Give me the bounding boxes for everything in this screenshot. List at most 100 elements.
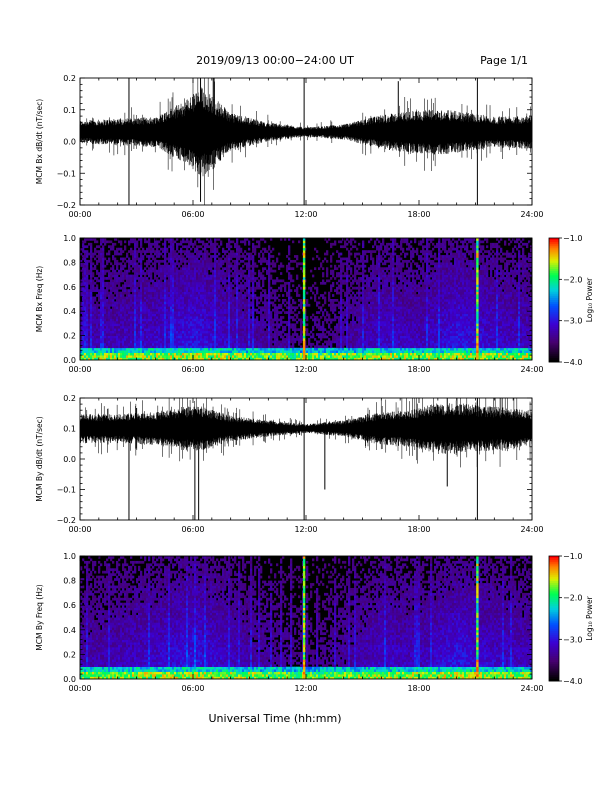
heatmap-cell (274, 316, 276, 319)
heatmap-cell (220, 272, 222, 275)
heatmap-cell (288, 331, 290, 334)
heatmap-cell (290, 275, 292, 278)
heatmap-cell (296, 328, 298, 331)
heatmap-cell (136, 304, 138, 307)
heatmap-cell (208, 253, 210, 256)
heatmap-cell (176, 279, 178, 282)
heatmap-cell (216, 321, 218, 324)
heatmap-cell (196, 294, 198, 297)
heatmap-cell (136, 350, 138, 353)
heatmap-cell (172, 326, 174, 329)
heatmap-cell (98, 328, 100, 331)
heatmap-cell (256, 287, 258, 290)
heatmap-cell (228, 331, 230, 334)
heatmap-cell (194, 321, 196, 324)
heatmap-cell (170, 245, 172, 248)
heatmap-cell (204, 277, 206, 280)
heatmap-cell (208, 355, 210, 358)
heatmap-cell (134, 331, 136, 334)
heatmap-cell (120, 309, 122, 312)
heatmap-cell (228, 338, 230, 341)
heatmap-cell (142, 287, 144, 290)
heatmap-cell (260, 338, 262, 341)
heatmap-cell (106, 319, 108, 322)
heatmap-cell (248, 255, 250, 258)
heatmap-cell (134, 323, 136, 326)
heatmap-cell (120, 350, 122, 353)
heatmap-cell (284, 343, 286, 346)
heatmap-cell (116, 292, 118, 295)
heatmap-cell (286, 255, 288, 258)
heatmap-cell (120, 353, 122, 356)
heatmap-cell (84, 267, 86, 270)
heatmap-cell (266, 345, 268, 348)
heatmap-cell (258, 297, 260, 300)
heatmap-cell (258, 340, 260, 343)
heatmap-cell (88, 321, 90, 324)
heatmap-cell (188, 304, 190, 307)
heatmap-cell (306, 323, 308, 326)
heatmap-cell (102, 250, 104, 253)
heatmap-cell (220, 348, 222, 351)
heatmap-cell (252, 319, 254, 322)
heatmap-cell (252, 343, 254, 346)
heatmap-cell (176, 260, 178, 263)
heatmap-cell (122, 328, 124, 331)
heatmap-cell (142, 350, 144, 353)
heatmap-cell (172, 304, 174, 307)
heatmap-cell (112, 311, 114, 314)
heatmap-cell (208, 350, 210, 353)
heatmap-cell (290, 323, 292, 326)
heatmap-cell (210, 292, 212, 295)
heatmap-cell (204, 255, 206, 258)
heatmap-cell (276, 343, 278, 346)
heatmap-cell (236, 326, 238, 329)
heatmap-cell (152, 355, 154, 358)
heatmap-cell (220, 260, 222, 263)
heatmap-cell (94, 343, 96, 346)
heatmap-cell (144, 272, 146, 275)
heatmap-cell (150, 289, 152, 292)
heatmap-cell (258, 240, 260, 243)
heatmap-cell (264, 297, 266, 300)
heatmap-cell (198, 306, 200, 309)
heatmap-cell (330, 301, 332, 304)
heatmap-cell (184, 326, 186, 329)
heatmap-cell (330, 333, 332, 336)
heatmap-cell (200, 287, 202, 290)
heatmap-cell (108, 340, 110, 343)
heatmap-cell (208, 304, 210, 307)
heatmap-cell (162, 292, 164, 295)
heatmap-cell (194, 348, 196, 351)
heatmap-cell (222, 306, 224, 309)
heatmap-cell (242, 301, 244, 304)
heatmap-cell (212, 336, 214, 339)
heatmap-cell (144, 336, 146, 339)
heatmap-cell (204, 355, 206, 358)
heatmap-cell (198, 353, 200, 356)
heatmap-cell (210, 326, 212, 329)
heatmap-cell (146, 299, 148, 302)
heatmap-cell (170, 316, 172, 319)
heatmap-cell (136, 306, 138, 309)
heatmap-cell (136, 262, 138, 265)
heatmap-cell (324, 292, 326, 295)
heatmap-cell (210, 301, 212, 304)
heatmap-cell (300, 287, 302, 290)
heatmap-cell (252, 265, 254, 268)
heatmap-cell (170, 250, 172, 253)
heatmap-cell (178, 292, 180, 295)
heatmap-cell (98, 338, 100, 341)
heatmap-cell (274, 282, 276, 285)
heatmap-cell (124, 316, 126, 319)
heatmap-cell (106, 343, 108, 346)
heatmap-cell (164, 301, 166, 304)
heatmap-cell (314, 267, 316, 270)
heatmap-cell (134, 299, 136, 302)
heatmap-cell (268, 336, 270, 339)
heatmap-cell (92, 340, 94, 343)
heatmap-cell (312, 284, 314, 287)
heatmap-cell (200, 328, 202, 331)
heatmap-cell (172, 243, 174, 246)
heatmap-cell (244, 275, 246, 278)
